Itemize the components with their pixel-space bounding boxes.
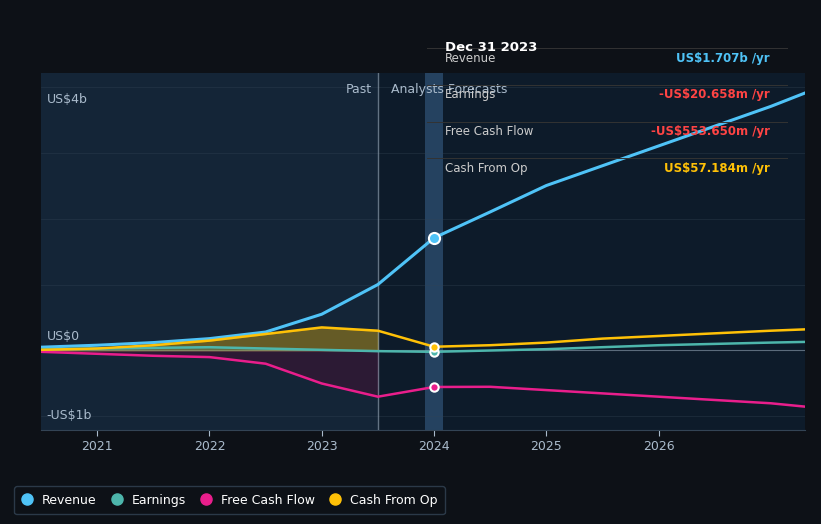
Text: -US$553.650m /yr: -US$553.650m /yr [651,125,770,138]
Text: -US$20.658m /yr: -US$20.658m /yr [659,89,770,102]
Text: Earnings: Earnings [445,89,497,102]
Text: Revenue: Revenue [445,52,497,65]
Text: US$1.707b /yr: US$1.707b /yr [677,52,770,65]
Legend: Revenue, Earnings, Free Cash Flow, Cash From Op: Revenue, Earnings, Free Cash Flow, Cash … [15,486,445,515]
Text: Past: Past [346,83,372,96]
Text: Analysts Forecasts: Analysts Forecasts [392,83,507,96]
Text: US$4b: US$4b [47,93,88,106]
Text: US$0: US$0 [47,330,80,343]
Text: US$57.184m /yr: US$57.184m /yr [664,162,770,175]
Bar [41,73,378,430]
Bar [425,73,443,430]
Text: Dec 31 2023: Dec 31 2023 [445,41,538,54]
Text: Cash From Op: Cash From Op [445,162,527,175]
Text: Free Cash Flow: Free Cash Flow [445,125,534,138]
Text: -US$1b: -US$1b [47,409,92,422]
